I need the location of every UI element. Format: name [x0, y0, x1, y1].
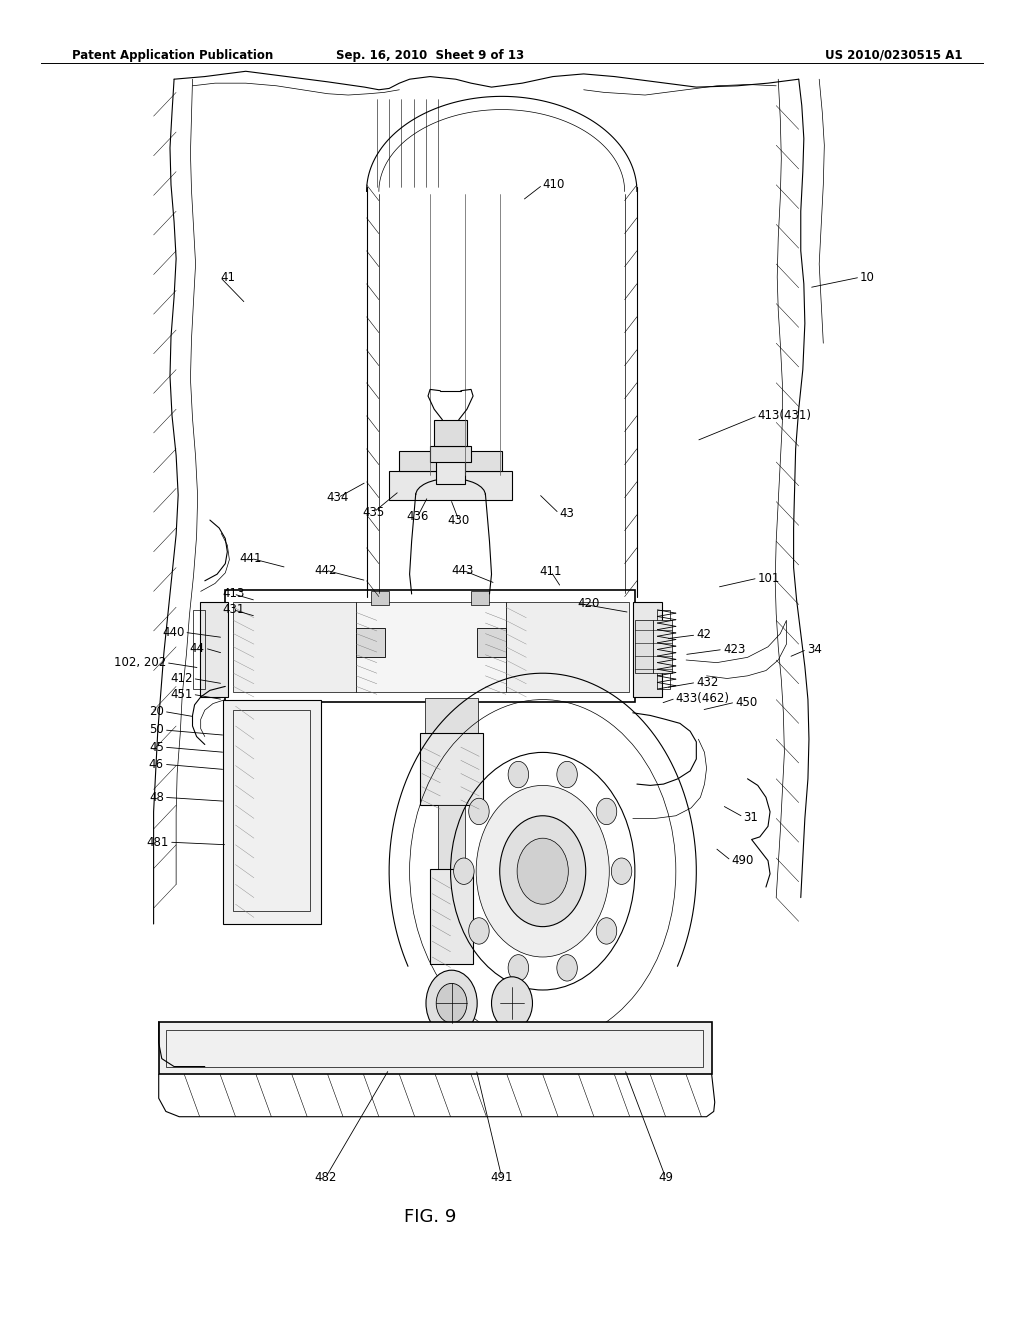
- Bar: [371, 591, 389, 605]
- Bar: [200, 602, 228, 697]
- Text: 440: 440: [162, 626, 184, 639]
- Text: 31: 31: [743, 810, 759, 824]
- Text: 46: 46: [148, 758, 164, 771]
- Text: 50: 50: [150, 723, 164, 737]
- Text: 413(431): 413(431): [758, 409, 812, 422]
- Text: 413: 413: [222, 587, 245, 601]
- Bar: [653, 620, 672, 673]
- Bar: [633, 602, 662, 697]
- Bar: [425, 698, 478, 733]
- Circle shape: [500, 816, 586, 927]
- Text: 45: 45: [148, 741, 164, 754]
- Text: 41: 41: [220, 271, 236, 284]
- Bar: [233, 710, 310, 911]
- Text: 442: 442: [314, 564, 337, 577]
- Circle shape: [596, 799, 616, 825]
- Bar: [159, 1022, 712, 1074]
- Text: 44: 44: [189, 642, 205, 655]
- Bar: [166, 1030, 703, 1067]
- Text: 434: 434: [327, 491, 349, 504]
- Bar: [430, 446, 471, 462]
- Circle shape: [469, 799, 489, 825]
- Bar: [356, 602, 506, 692]
- Bar: [420, 733, 483, 805]
- Circle shape: [611, 858, 632, 884]
- Circle shape: [508, 762, 528, 788]
- Text: 420: 420: [578, 597, 600, 610]
- Text: 410: 410: [543, 178, 565, 191]
- Bar: [223, 700, 321, 924]
- Text: 482: 482: [314, 1171, 337, 1184]
- Circle shape: [476, 785, 609, 957]
- Text: 450: 450: [735, 696, 758, 709]
- Bar: [399, 451, 502, 471]
- Text: 431: 431: [222, 603, 245, 616]
- Bar: [438, 805, 465, 871]
- Text: 443: 443: [452, 564, 474, 577]
- Text: 20: 20: [148, 705, 164, 718]
- Circle shape: [557, 954, 578, 981]
- Text: 430: 430: [447, 513, 470, 527]
- Text: 411: 411: [540, 565, 562, 578]
- Bar: [430, 869, 473, 964]
- Text: 490: 490: [731, 854, 754, 867]
- Bar: [506, 602, 629, 692]
- Bar: [225, 590, 635, 702]
- Text: US 2010/0230515 A1: US 2010/0230515 A1: [825, 49, 963, 62]
- Text: FIG. 9: FIG. 9: [403, 1208, 457, 1226]
- Text: 436: 436: [407, 510, 429, 523]
- Text: 34: 34: [807, 643, 822, 656]
- Text: 43: 43: [559, 507, 574, 520]
- Text: 42: 42: [696, 628, 712, 642]
- Text: 432: 432: [696, 676, 719, 689]
- Text: 435: 435: [362, 506, 385, 519]
- Circle shape: [469, 917, 489, 944]
- Text: 451: 451: [170, 688, 193, 701]
- Text: 433(462): 433(462): [676, 692, 730, 705]
- Text: Sep. 16, 2010  Sheet 9 of 13: Sep. 16, 2010 Sheet 9 of 13: [336, 49, 524, 62]
- Circle shape: [508, 954, 528, 981]
- Bar: [233, 602, 356, 692]
- Text: 491: 491: [490, 1171, 513, 1184]
- Bar: [193, 610, 205, 689]
- Bar: [657, 610, 670, 689]
- Circle shape: [454, 858, 474, 884]
- Circle shape: [426, 970, 477, 1036]
- Text: 441: 441: [240, 552, 262, 565]
- Text: 412: 412: [170, 672, 193, 685]
- Bar: [434, 420, 467, 446]
- Bar: [471, 591, 489, 605]
- Bar: [477, 628, 506, 657]
- Bar: [436, 461, 465, 484]
- Text: Patent Application Publication: Patent Application Publication: [72, 49, 273, 62]
- Text: 423: 423: [723, 643, 745, 656]
- Text: 48: 48: [148, 791, 164, 804]
- Circle shape: [517, 838, 568, 904]
- Bar: [635, 620, 653, 673]
- Text: 10: 10: [860, 271, 876, 284]
- Circle shape: [436, 983, 467, 1023]
- Bar: [389, 471, 512, 500]
- Circle shape: [596, 917, 616, 944]
- Text: 102, 202: 102, 202: [114, 656, 166, 669]
- Text: 101: 101: [758, 572, 780, 585]
- Bar: [356, 628, 385, 657]
- Text: 481: 481: [146, 836, 169, 849]
- Text: 49: 49: [658, 1171, 673, 1184]
- Circle shape: [492, 977, 532, 1030]
- Circle shape: [557, 762, 578, 788]
